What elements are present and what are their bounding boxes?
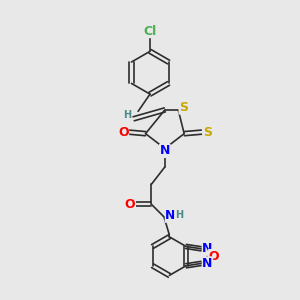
Text: O: O <box>118 126 129 139</box>
Text: S: S <box>179 101 188 114</box>
Text: N: N <box>160 144 170 158</box>
Text: N: N <box>202 242 213 255</box>
Text: Cl: Cl <box>143 25 157 38</box>
Text: N: N <box>202 257 213 270</box>
Text: O: O <box>125 198 135 211</box>
Text: H: H <box>123 110 131 120</box>
Text: S: S <box>203 126 212 139</box>
Text: O: O <box>209 250 219 262</box>
Text: N: N <box>165 209 176 222</box>
Text: H: H <box>175 210 183 220</box>
